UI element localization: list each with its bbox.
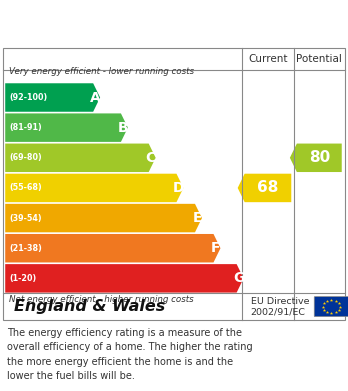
Text: (1-20): (1-20) [9,274,37,283]
Polygon shape [5,234,221,262]
Text: D: D [173,181,184,195]
Text: Very energy efficient - lower running costs: Very energy efficient - lower running co… [9,66,194,75]
Polygon shape [5,83,100,112]
Text: F: F [211,241,220,255]
Polygon shape [290,143,342,172]
Text: EU Directive
2002/91/EC: EU Directive 2002/91/EC [251,297,309,316]
Text: (55-68): (55-68) [9,183,42,192]
FancyBboxPatch shape [314,297,348,317]
Polygon shape [5,113,128,142]
Text: The energy efficiency rating is a measure of the
overall efficiency of a home. T: The energy efficiency rating is a measur… [7,328,253,381]
Text: (92-100): (92-100) [9,93,48,102]
Text: Potential: Potential [296,54,342,64]
Text: (21-38): (21-38) [9,244,42,253]
Text: (81-91): (81-91) [9,123,42,132]
Polygon shape [5,174,183,202]
Polygon shape [5,264,244,292]
Text: England & Wales: England & Wales [14,299,165,314]
Text: C: C [146,151,156,165]
Text: Current: Current [248,54,288,64]
Text: 68: 68 [257,180,279,196]
Text: E: E [192,211,202,225]
Text: (69-80): (69-80) [9,153,42,162]
Polygon shape [238,174,291,202]
Text: Not energy efficient - higher running costs: Not energy efficient - higher running co… [9,295,193,304]
Text: 80: 80 [309,150,330,165]
Polygon shape [5,204,202,232]
Polygon shape [5,143,156,172]
Text: Energy Efficiency Rating: Energy Efficiency Rating [50,13,298,32]
Text: G: G [233,271,244,285]
Text: A: A [90,90,101,104]
Text: B: B [118,121,128,135]
Text: (39-54): (39-54) [9,213,42,222]
